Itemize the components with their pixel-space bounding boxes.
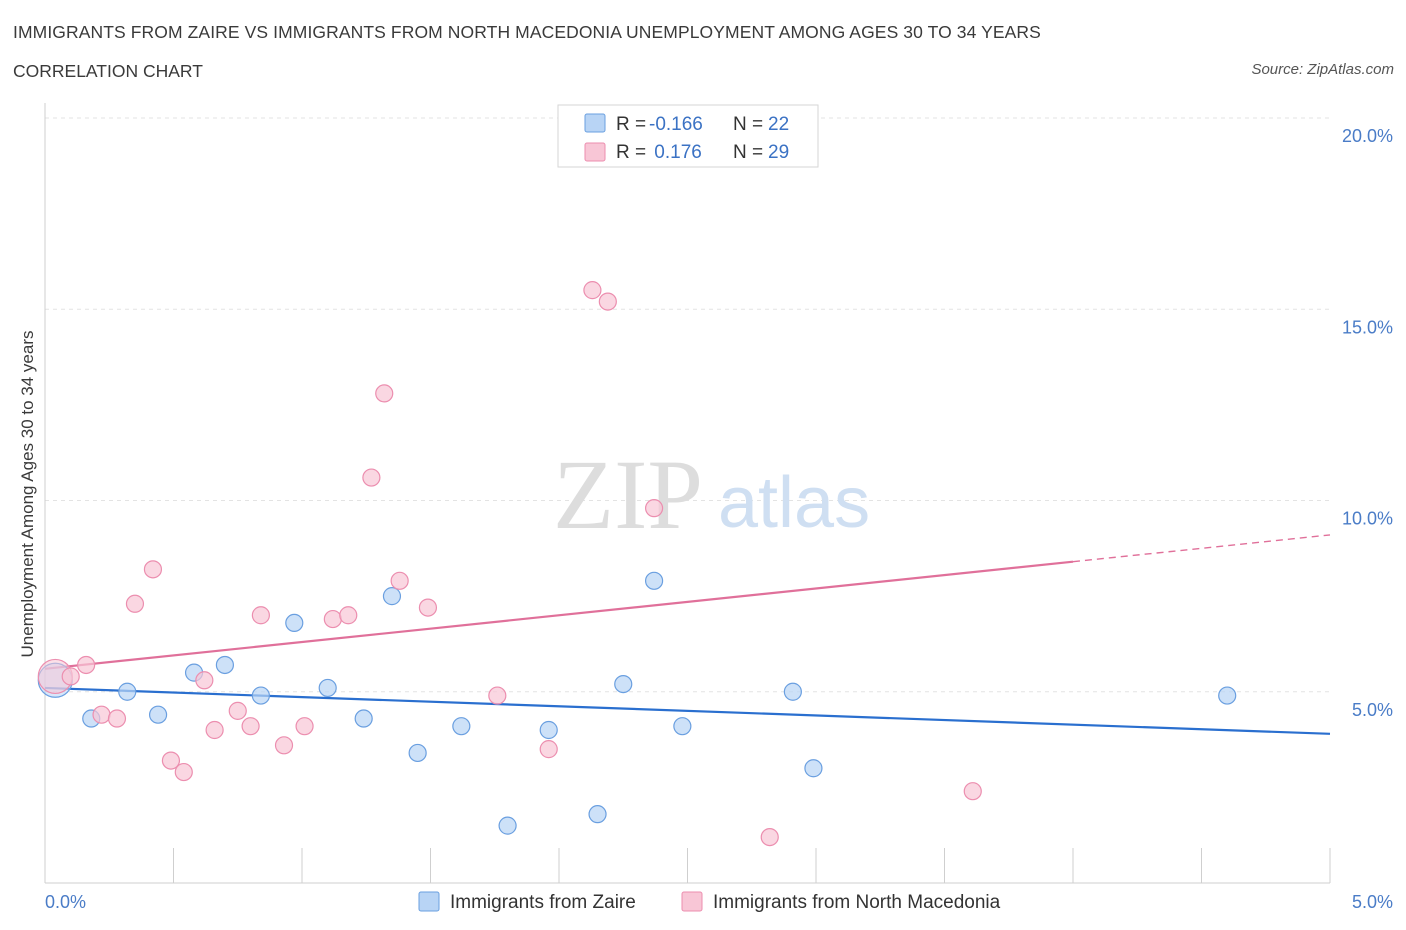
legend-n-value-macedonia: 29: [768, 142, 789, 163]
legend-r-label-zaire: R =: [616, 114, 646, 135]
data-point: [783, 682, 802, 701]
data-point: [362, 468, 381, 487]
data-point: [418, 598, 438, 617]
data-point: [390, 571, 409, 590]
data-point: [539, 740, 558, 759]
data-point: [452, 717, 471, 736]
x-ticks: [173, 848, 1331, 883]
data-point: [382, 587, 402, 606]
data-point: [125, 594, 145, 613]
watermark-atlas: atlas: [718, 463, 870, 543]
data-point: [408, 743, 427, 763]
data-point: [285, 613, 304, 633]
y-tick-label: 15.0%: [1342, 317, 1393, 337]
trend-line-extension: [1072, 534, 1331, 563]
y-tick-label: 20.0%: [1342, 126, 1393, 146]
data-point: [644, 499, 664, 518]
data-point: [963, 782, 982, 801]
data-point: [488, 686, 507, 705]
source-label: Source: ZipAtlas.com: [1251, 61, 1394, 78]
series-legend-swatch-zaire: [418, 891, 440, 912]
data-point: [143, 560, 163, 579]
data-point: [673, 717, 692, 736]
data-point: [354, 709, 373, 728]
data-point: [598, 292, 617, 311]
data-point: [107, 709, 127, 728]
data-point: [804, 759, 823, 778]
data-points: [37, 281, 1237, 847]
data-point: [195, 671, 214, 690]
y-tick-label: 5.0%: [1352, 700, 1393, 720]
y-tick-labels: 5.0% 10.0% 15.0% 20.0%: [1342, 126, 1393, 720]
gridlines: [45, 117, 1330, 693]
data-point: [1218, 686, 1237, 705]
x-tick-label-min: 0.0%: [45, 892, 86, 912]
data-point: [583, 281, 602, 300]
data-point: [498, 816, 517, 835]
data-point: [375, 384, 394, 403]
data-point: [61, 667, 80, 686]
y-axis-title: Unemployment Among Ages 30 to 34 years: [18, 331, 37, 658]
series-legend-label-zaire: Immigrants from Zaire: [450, 892, 636, 913]
legend-swatch-macedonia: [584, 142, 606, 162]
data-point: [614, 674, 633, 694]
data-point: [215, 655, 234, 675]
data-point: [77, 655, 96, 675]
legend-r-value-macedonia: 0.176: [649, 142, 702, 163]
y-tick-label: 10.0%: [1342, 509, 1393, 529]
legend-r-value-zaire: -0.166: [649, 114, 703, 135]
legend-r-label-macedonia: R =: [616, 142, 646, 163]
data-point: [539, 720, 558, 740]
data-point: [644, 571, 664, 590]
data-point: [174, 762, 193, 782]
chart-subtitle: CORRELATION CHART: [13, 61, 203, 81]
data-point: [241, 717, 260, 736]
data-point: [92, 705, 111, 724]
data-point: [118, 682, 137, 701]
data-point: [205, 720, 224, 740]
legend-n-value-zaire: 22: [768, 114, 789, 135]
data-point: [760, 827, 779, 847]
data-point: [228, 701, 247, 720]
watermark-zip: ZIP: [553, 439, 703, 550]
legend-n-label-macedonia: N =: [733, 142, 763, 163]
data-point: [161, 751, 181, 770]
data-point: [148, 705, 168, 724]
data-point: [323, 609, 342, 629]
trend-line: [44, 560, 1074, 670]
series-legend: Immigrants from Zaire Immigrants from No…: [418, 891, 1001, 913]
data-point: [588, 805, 607, 824]
data-point: [318, 678, 337, 698]
series-legend-label-macedonia: Immigrants from North Macedonia: [713, 892, 1001, 913]
legend-n-label-zaire: N =: [733, 114, 763, 135]
series-legend-swatch-macedonia: [681, 891, 703, 912]
data-point: [295, 717, 314, 736]
data-point: [251, 686, 270, 705]
data-point: [274, 736, 294, 755]
x-tick-label-max: 5.0%: [1352, 892, 1393, 912]
chart-title: IMMIGRANTS FROM ZAIRE VS IMMIGRANTS FROM…: [13, 22, 1041, 42]
data-point: [251, 606, 270, 625]
stats-legend: R = -0.166 N = 22 R = 0.176 N = 29: [557, 104, 819, 168]
data-point: [339, 606, 358, 625]
legend-swatch-zaire: [584, 113, 606, 133]
